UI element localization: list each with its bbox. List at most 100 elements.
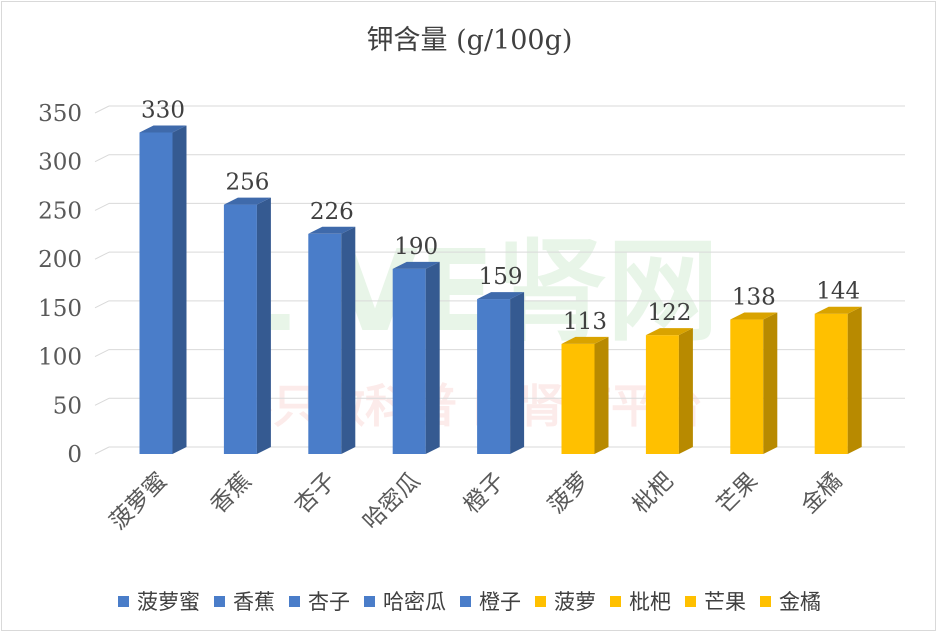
- bar-top: [308, 226, 356, 234]
- data-label: 159: [479, 264, 523, 290]
- legend-label: 菠萝: [554, 590, 596, 614]
- gridline-side: [94, 154, 110, 163]
- legend-item: 金橘: [760, 586, 821, 616]
- data-label: 190: [394, 234, 438, 260]
- y-tick-label: 300: [38, 150, 82, 176]
- watermark-sub-text: 不只做科普 的肾病平台: [227, 379, 703, 433]
- legend-item: 杏子: [289, 586, 350, 616]
- bar: [730, 312, 778, 454]
- x-tick-label: 菠萝蜜: [105, 468, 172, 535]
- legend-swatch: [535, 595, 546, 607]
- bar-front: [645, 335, 679, 454]
- legend-swatch: [460, 595, 471, 607]
- bar-side: [678, 328, 693, 454]
- y-tick-label: 0: [67, 442, 82, 468]
- bar-top: [645, 328, 693, 336]
- legend-label: 杏子: [308, 590, 350, 614]
- legend-item: 菠萝: [535, 586, 596, 616]
- data-label: 330: [141, 97, 185, 123]
- data-label: 256: [225, 170, 269, 196]
- gridline-side: [94, 105, 110, 114]
- data-label: 226: [310, 199, 354, 225]
- legend-swatch: [685, 595, 696, 607]
- legend-label: 枇杷: [629, 590, 671, 614]
- x-tick-label: 芒果: [712, 468, 763, 519]
- bar-front: [730, 319, 764, 454]
- x-tick-label: 菠萝: [543, 468, 594, 519]
- legend-item: 芒果: [685, 586, 746, 616]
- legend-item: 枇杷: [610, 586, 671, 616]
- bar: [139, 125, 187, 454]
- bar-front: [814, 313, 848, 454]
- legend-label: 芒果: [704, 590, 746, 614]
- bar-side: [425, 261, 440, 454]
- gridline-side: [94, 251, 110, 260]
- chart-title: 钾含量 (g/100g): [366, 25, 573, 56]
- bar-top: [223, 197, 271, 205]
- bar-top: [814, 306, 862, 314]
- y-tick-label: 100: [38, 345, 82, 371]
- legend-swatch: [289, 595, 300, 607]
- bar-top: [477, 292, 525, 300]
- x-tick-label: 橙子: [459, 468, 510, 519]
- bar: [561, 336, 609, 454]
- gridline-side: [94, 202, 110, 211]
- legend-label: 哈密瓜: [383, 590, 446, 614]
- legend-item: 橙子: [460, 586, 521, 616]
- bar-top: [730, 312, 778, 320]
- data-label: 113: [563, 309, 607, 335]
- legend-swatch: [364, 595, 375, 607]
- bar: [814, 306, 862, 454]
- watermark-main-text: L VE肾网: [221, 227, 719, 357]
- legend-item: 香蕉: [214, 586, 275, 616]
- data-label: 144: [816, 279, 860, 305]
- chart-legend: 菠萝蜜 香蕉 杏子 哈密瓜 橙子 菠萝 枇杷 芒果 金橘: [0, 586, 939, 616]
- y-tick-label: 150: [38, 296, 82, 322]
- bar: [392, 261, 440, 454]
- bar-side: [256, 197, 271, 454]
- data-label: 138: [732, 285, 776, 311]
- bar-front: [139, 132, 173, 454]
- legend-swatch: [610, 595, 621, 607]
- x-tick-label: 哈密瓜: [358, 468, 425, 535]
- y-tick-label: 200: [38, 247, 82, 273]
- legend-swatch: [214, 595, 225, 607]
- legend-label: 橙子: [479, 590, 521, 614]
- data-label: 122: [647, 300, 691, 326]
- bar: [223, 197, 271, 454]
- legend-label: 香蕉: [233, 590, 275, 614]
- bar-front: [392, 268, 426, 454]
- bar-side: [510, 292, 525, 454]
- gridline-side: [94, 446, 110, 455]
- bar: [645, 328, 693, 454]
- legend-label: 金橘: [779, 590, 821, 614]
- bar-front: [223, 204, 257, 454]
- legend-swatch: [118, 595, 129, 607]
- legend-item: 菠萝蜜: [118, 586, 200, 616]
- bar: [477, 292, 525, 454]
- legend-label: 菠萝蜜: [137, 590, 200, 614]
- bar-front: [561, 343, 595, 454]
- legend-item: 哈密瓜: [364, 586, 446, 616]
- bar-top: [139, 125, 187, 133]
- bar-top: [392, 261, 440, 269]
- bar-front: [308, 233, 342, 454]
- bar-side: [594, 336, 609, 454]
- x-tick-label: 香蕉: [206, 468, 257, 519]
- y-tick-label: 50: [53, 393, 82, 419]
- x-tick-label: 枇杷: [628, 468, 679, 519]
- bar-side: [341, 226, 356, 454]
- y-tick-label: 250: [38, 198, 82, 224]
- y-tick-label: 350: [38, 101, 82, 127]
- bar-side: [172, 125, 187, 454]
- bar-front: [477, 299, 511, 454]
- bar-side: [847, 306, 862, 454]
- legend-swatch: [760, 595, 771, 607]
- x-tick-label: 杏子: [290, 468, 341, 519]
- gridline-side: [94, 349, 110, 358]
- bar-top: [561, 336, 609, 344]
- gridline-side: [94, 397, 110, 406]
